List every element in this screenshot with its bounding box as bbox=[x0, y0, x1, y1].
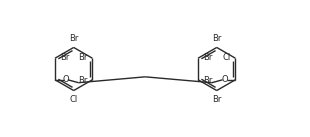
Text: Br: Br bbox=[203, 76, 212, 85]
Text: Br: Br bbox=[203, 53, 212, 62]
Text: Br: Br bbox=[78, 76, 87, 85]
Text: Br: Br bbox=[69, 34, 78, 42]
Text: Br: Br bbox=[78, 53, 87, 62]
Text: Br: Br bbox=[60, 53, 69, 62]
Text: Br: Br bbox=[212, 95, 221, 104]
Text: O: O bbox=[221, 75, 228, 84]
Text: Br: Br bbox=[212, 34, 221, 42]
Text: Cl: Cl bbox=[69, 95, 78, 104]
Text: O: O bbox=[63, 75, 69, 84]
Text: Cl: Cl bbox=[222, 53, 231, 62]
